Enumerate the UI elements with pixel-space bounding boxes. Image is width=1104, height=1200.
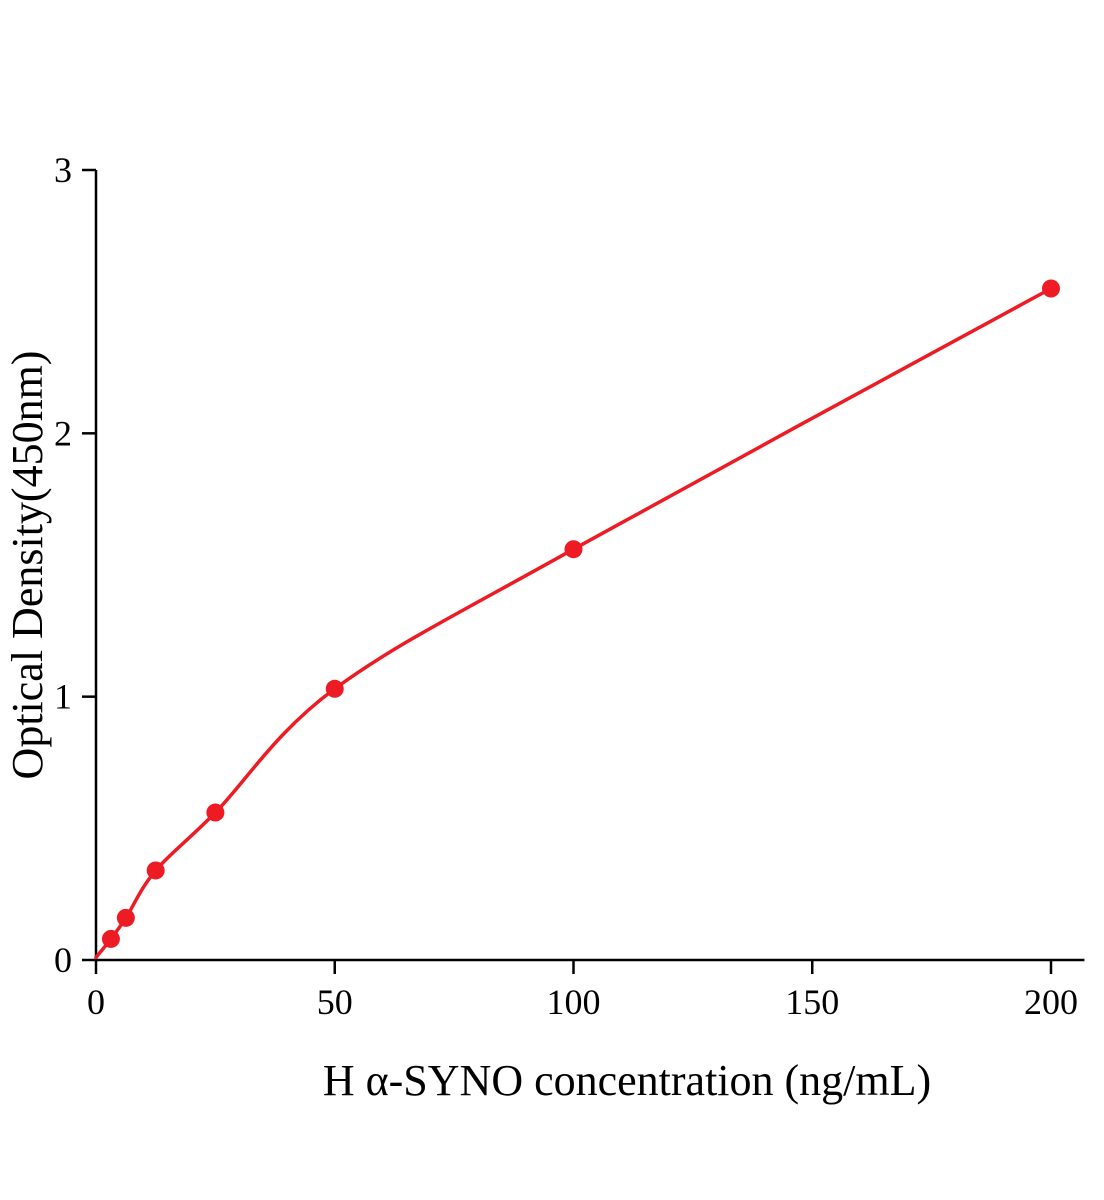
y-tick-label: 1 <box>54 677 72 717</box>
x-tick-label: 150 <box>785 982 839 1022</box>
x-tick-label: 100 <box>547 982 601 1022</box>
data-point <box>206 803 225 822</box>
y-tick-label: 3 <box>54 150 72 190</box>
data-point <box>564 540 583 559</box>
y-tick-label: 2 <box>54 413 72 453</box>
data-point <box>325 679 344 698</box>
chart-dynamic-layer: 0 50 100 150 200 0 1 2 3 <box>54 150 1085 1022</box>
data-point <box>1042 279 1060 298</box>
y-tick-label: 0 <box>54 940 72 980</box>
x-axis-label: H α-SYNO concentration (ng/mL) <box>323 1056 931 1105</box>
x-tick-label: 50 <box>317 982 353 1022</box>
data-point <box>116 908 135 927</box>
x-tick-label: 200 <box>1024 982 1078 1022</box>
data-point <box>101 929 120 948</box>
x-tick-label: 0 <box>87 982 105 1022</box>
fit-curve <box>94 286 1053 960</box>
data-point <box>146 861 165 880</box>
y-axis-label: Optical Density(450nm) <box>3 351 52 780</box>
